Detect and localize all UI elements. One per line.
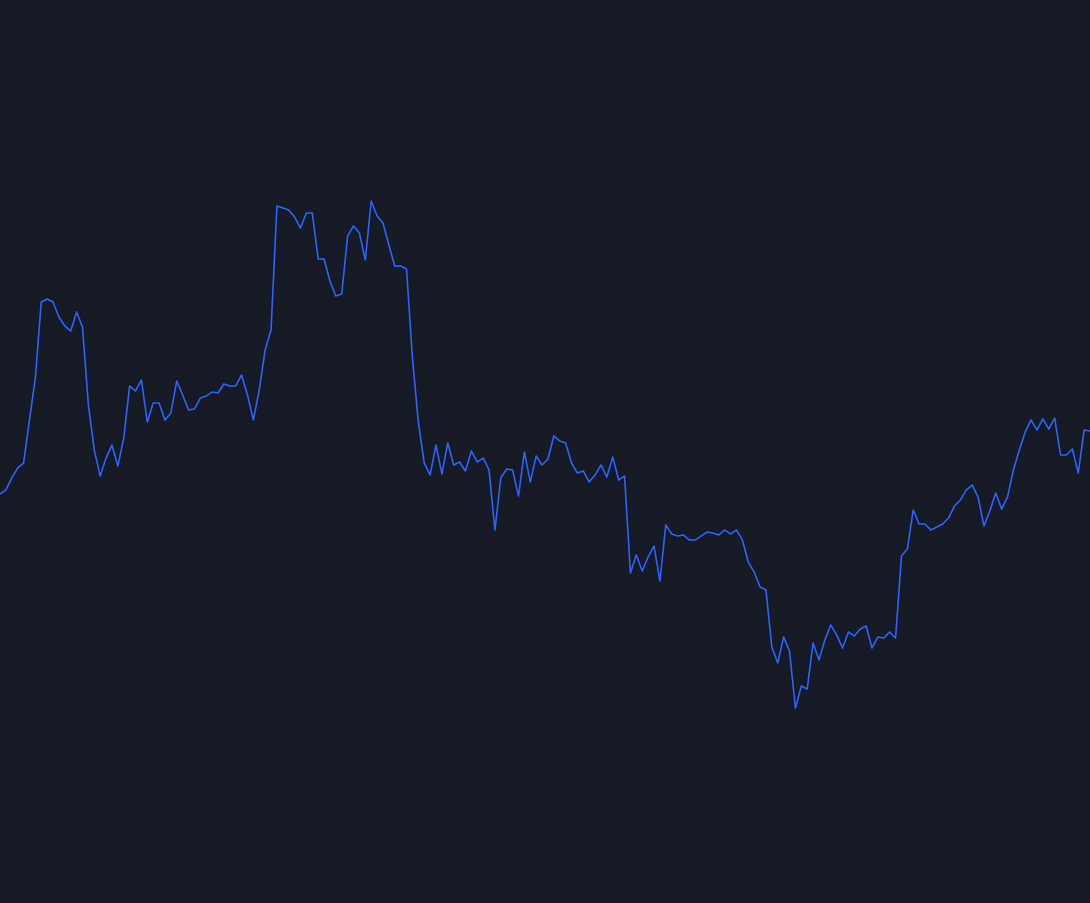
price-line	[0, 200, 1090, 709]
